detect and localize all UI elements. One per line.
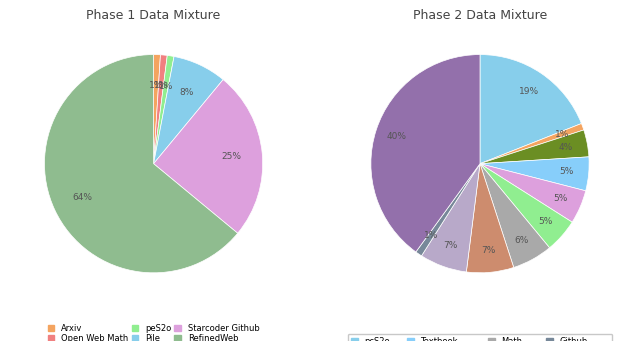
Wedge shape — [480, 130, 589, 164]
Wedge shape — [371, 55, 480, 252]
Wedge shape — [154, 55, 167, 164]
Text: 7%: 7% — [444, 241, 458, 250]
Wedge shape — [480, 164, 586, 222]
Wedge shape — [480, 55, 582, 164]
Text: 1%: 1% — [555, 130, 570, 138]
Wedge shape — [480, 164, 572, 248]
Text: 5%: 5% — [553, 194, 567, 203]
Wedge shape — [154, 57, 223, 164]
Text: 8%: 8% — [180, 88, 194, 97]
Wedge shape — [154, 79, 262, 233]
Wedge shape — [422, 164, 480, 272]
Wedge shape — [480, 164, 550, 267]
Text: 40%: 40% — [387, 132, 407, 141]
Wedge shape — [467, 164, 514, 273]
Text: 7%: 7% — [481, 246, 495, 255]
Wedge shape — [154, 56, 174, 164]
Text: 5%: 5% — [538, 217, 553, 226]
Wedge shape — [45, 55, 237, 273]
Wedge shape — [480, 157, 589, 191]
Text: 1%: 1% — [154, 81, 168, 90]
Text: 19%: 19% — [519, 87, 539, 96]
Title: Phase 2 Data Mixture: Phase 2 Data Mixture — [413, 9, 547, 22]
Text: 5%: 5% — [560, 167, 574, 176]
Text: 64%: 64% — [72, 193, 93, 202]
Text: 4%: 4% — [559, 143, 573, 152]
Legend: Arxiv, Open Web Math, peS2o, Pile, Starcoder Github, RefinedWeb: Arxiv, Open Web Math, peS2o, Pile, Starc… — [46, 322, 261, 341]
Text: 6%: 6% — [515, 236, 529, 245]
Text: 1%: 1% — [424, 232, 438, 240]
Text: 1%: 1% — [149, 81, 163, 90]
Title: Phase 1 Data Mixture: Phase 1 Data Mixture — [86, 9, 221, 22]
Legend: pcS2o, Arxiv, Code SFT, Textbook, StackExchange, Pile, Math, Wikipedia, NL SFT, : pcS2o, Arxiv, Code SFT, Textbook, StackE… — [348, 333, 612, 341]
Wedge shape — [416, 164, 480, 256]
Text: 1%: 1% — [159, 81, 173, 91]
Text: 25%: 25% — [222, 152, 242, 161]
Wedge shape — [154, 55, 161, 164]
Wedge shape — [480, 123, 584, 164]
